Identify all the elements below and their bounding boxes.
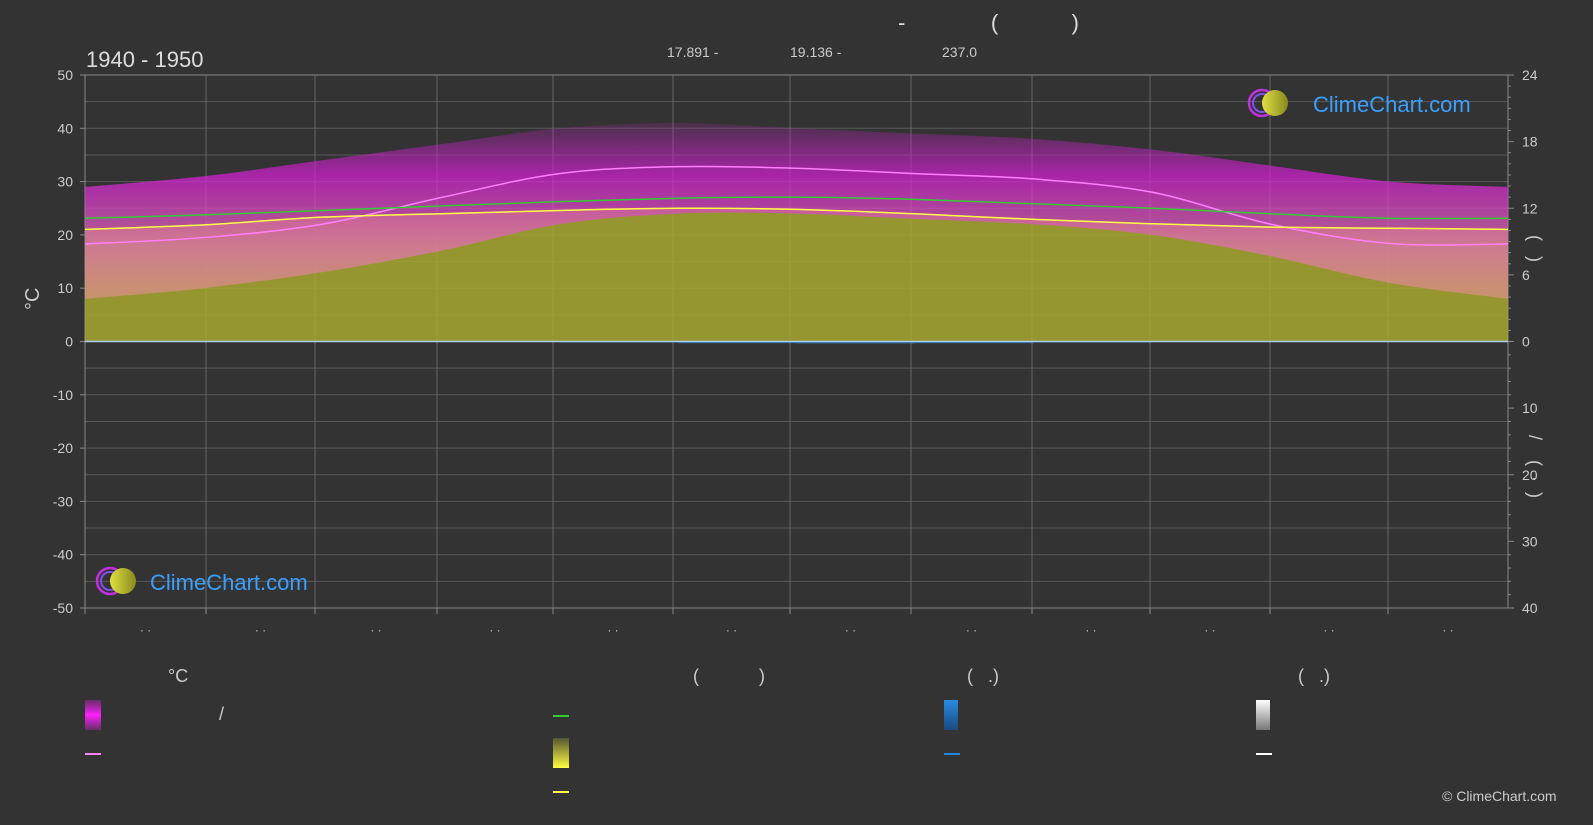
legend-swatches (85, 700, 1272, 793)
legend-swatch-rain (944, 700, 958, 730)
x-tick-label: · · (140, 623, 151, 637)
legend-swatch-rain-line (944, 753, 960, 755)
x-tick-label: · · (607, 623, 618, 637)
left-tick-label: 40 (57, 120, 73, 136)
x-tick-label: · · (1085, 623, 1096, 637)
left-tick-label: 50 (57, 67, 73, 83)
legend-col1-header: °C (168, 666, 189, 686)
left-tick-label: -40 (53, 547, 73, 563)
right-tick-label: 10 (1522, 400, 1538, 416)
left-tick-label: 10 (57, 280, 73, 296)
avg-max-line (84, 165, 1509, 246)
period-label: 1940 - 1950 (86, 47, 204, 72)
precip-bar (677, 341, 797, 344)
x-tick-label: · · (845, 623, 856, 637)
precip-bar (796, 341, 916, 344)
right-tick-label: 20 (1522, 467, 1538, 483)
left-tick-label: -50 (53, 600, 73, 616)
x-tick-label: · · (1323, 623, 1334, 637)
subtitle-value-1: 17.891 - (667, 44, 719, 60)
right-tick-label: 30 (1522, 533, 1538, 549)
brand-logo-top[interactable]: ClimeChart.com (1313, 92, 1471, 117)
legend-swatch-snow (1256, 700, 1270, 730)
left-tick-label: -20 (53, 440, 73, 456)
legend-col2-header: ( ) (693, 666, 765, 686)
right-tick-label: 24 (1522, 67, 1538, 83)
left-tick-label: 30 (57, 174, 73, 190)
left-tick-label: -10 (53, 387, 73, 403)
x-tick-label: · · (1442, 623, 1453, 637)
right-axis-label-top: ( ) (1525, 235, 1545, 262)
legend-col4-header: ( .) (1298, 666, 1330, 686)
data-areas (85, 122, 1508, 344)
legend-col3-header: ( .) (967, 666, 999, 686)
right-tick-label: 12 (1522, 200, 1538, 216)
subtitle-value-3: 237.0 (942, 44, 978, 60)
x-tick-label: · · (370, 623, 381, 637)
left-axis-label: °C (22, 287, 44, 310)
x-tick-label: · · (726, 623, 737, 637)
brand-logo-bottom[interactable]: ClimeChart.com (150, 570, 308, 595)
right-axis-label-bottom: / ( · ) (1525, 435, 1545, 498)
data-lines (84, 165, 1509, 343)
temperature-range-area (85, 122, 1508, 299)
tick-labels: 50 40 30 20 10 0 -10 -20 -30 -40 -50 24 18 12 6 0 10 20 30… (53, 67, 1538, 637)
legend-swatch-avg-max (85, 753, 101, 755)
x-tick-label: · · (255, 623, 266, 637)
x-tick-label: · · (1204, 623, 1215, 637)
daylight-line (84, 196, 1509, 220)
legend-swatch-sunshine-line (553, 791, 569, 793)
right-tick-label: 6 (1522, 267, 1530, 283)
legend-col1-item1-label: / (219, 704, 225, 724)
right-tick-label: 0 (1522, 334, 1530, 350)
right-tick-label: 18 (1522, 134, 1538, 150)
right-tick-label: 40 (1522, 600, 1538, 616)
legend-swatch-temperature-range (85, 700, 101, 730)
copyright: © ClimeChart.com (1442, 788, 1557, 804)
x-tick-label: · · (489, 623, 500, 637)
legend-swatch-daylight (553, 715, 569, 717)
x-tick-label: · · (966, 623, 977, 637)
sunshine-line (84, 207, 1509, 231)
precip-bar (915, 341, 1034, 344)
left-tick-label: -30 (53, 493, 73, 509)
left-tick-label: 20 (57, 227, 73, 243)
legend-swatch-snow-line (1256, 753, 1272, 755)
brand-logo-bottom-icon (95, 566, 136, 596)
legend-swatch-sunshine (553, 738, 569, 768)
subtitle-value-2: 19.136 - (790, 44, 842, 60)
chart-title: - ( ) (898, 10, 1079, 35)
brand-logo-top-icon (1247, 88, 1288, 118)
left-tick-label: 0 (65, 334, 73, 350)
